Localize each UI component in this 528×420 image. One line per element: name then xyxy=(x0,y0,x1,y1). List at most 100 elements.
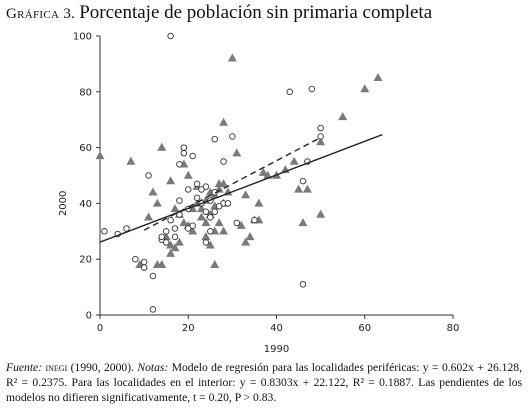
x-tick-label: 0 xyxy=(97,323,103,334)
triangle-point xyxy=(166,240,176,249)
triangle-point xyxy=(219,179,229,188)
circle-point xyxy=(140,258,148,266)
triangle-point xyxy=(179,218,189,227)
circle-point xyxy=(101,228,108,235)
circle-point xyxy=(189,152,196,160)
triangle-point xyxy=(232,148,242,157)
circle-point xyxy=(317,133,324,140)
circle-point xyxy=(317,124,324,132)
y-tick-label: 80 xyxy=(79,87,92,98)
triangle-point xyxy=(302,184,312,193)
source-org: inegi xyxy=(45,361,68,374)
x-tick-label: 80 xyxy=(447,323,460,334)
fit-line-dashed xyxy=(143,136,321,231)
y-axis-label: 2000 xyxy=(58,191,69,216)
circle-point xyxy=(299,281,307,288)
circle-point xyxy=(286,88,293,96)
circle-point xyxy=(229,133,236,140)
circle-point xyxy=(149,272,157,280)
circle-point xyxy=(180,149,188,157)
circle-point xyxy=(180,144,188,151)
x-tick-label: 40 xyxy=(270,323,283,334)
y-tick-label: 60 xyxy=(79,143,92,154)
triangle-point xyxy=(183,170,193,179)
figure-title-text: Porcentaje de población sin primaria com… xyxy=(79,2,433,23)
circle-point xyxy=(176,161,183,168)
fit-line-solid xyxy=(99,133,383,243)
scatter-chart: 0 20 40 60 80 0 20 40 60 80 100 1990 2000 xyxy=(58,32,460,356)
triangle-point xyxy=(157,259,167,268)
triangle-point xyxy=(245,232,255,241)
circle-point xyxy=(308,85,316,93)
y-tick-label: 20 xyxy=(79,255,92,266)
circle-point xyxy=(299,177,307,185)
circle-point xyxy=(162,228,170,235)
circle-point xyxy=(211,208,218,216)
source-label: Fuente: xyxy=(6,361,43,374)
triangle-point xyxy=(294,184,304,193)
triangle-point xyxy=(298,218,308,227)
notes-label: Notas: xyxy=(137,361,169,374)
triangle-point xyxy=(241,190,251,199)
triangle-point xyxy=(223,187,233,196)
circle-point xyxy=(171,233,179,241)
circle-point xyxy=(224,200,232,207)
circle-point xyxy=(140,264,148,271)
triangle-point xyxy=(258,167,268,176)
triangle-point xyxy=(210,259,220,268)
triangle-point xyxy=(316,137,326,146)
triangle-point xyxy=(360,84,370,93)
triangle-point xyxy=(316,209,326,218)
circle-point xyxy=(123,225,130,232)
triangle-point xyxy=(166,176,176,185)
circle-point xyxy=(184,186,192,193)
triangle-point xyxy=(166,248,176,257)
triangle-point xyxy=(338,112,348,121)
circle-point xyxy=(207,214,214,221)
circle-point xyxy=(171,225,179,232)
triangle-point xyxy=(373,73,383,82)
x-axis-label: 1990 xyxy=(264,344,289,355)
triangle-point xyxy=(170,204,180,213)
triangle-point xyxy=(219,117,229,126)
circle-point xyxy=(167,32,174,40)
y-tick-label: 0 xyxy=(86,311,92,322)
y-tick-label: 100 xyxy=(73,32,92,43)
triangle-point xyxy=(201,232,211,241)
triangle-point xyxy=(196,212,206,221)
triangle-point xyxy=(188,226,198,235)
circle-point xyxy=(202,183,210,190)
circle-point xyxy=(189,222,196,229)
notes-text: Modelo de regresión para las localidades… xyxy=(6,361,522,404)
circle-point xyxy=(193,180,201,188)
triangle-point xyxy=(227,53,237,62)
triangle-point xyxy=(236,220,246,229)
triangle-point xyxy=(148,187,158,196)
triangle-point xyxy=(214,218,224,227)
circle-point xyxy=(158,233,166,241)
triangle-point xyxy=(95,151,105,160)
figure-label: Gráfica 3. xyxy=(6,6,76,22)
triangle-point xyxy=(152,198,162,207)
figure-title: Gráfica 3. Porcentaje de población sin p… xyxy=(6,2,432,24)
circle-point xyxy=(167,216,174,224)
source-years: (1990, 2000). xyxy=(70,361,134,374)
circle-point xyxy=(176,197,183,204)
triangle-point xyxy=(170,243,180,252)
triangle-point xyxy=(205,240,215,249)
circle-point xyxy=(132,255,139,263)
triangle-point xyxy=(289,156,299,165)
circle-point xyxy=(162,239,170,246)
circle-point xyxy=(145,172,152,179)
triangle-point xyxy=(219,226,229,235)
triangle-point xyxy=(144,212,154,221)
triangle-point xyxy=(241,237,251,246)
x-tick-label: 20 xyxy=(182,323,195,334)
circle-point xyxy=(149,306,157,313)
triangle-point xyxy=(201,218,211,227)
triangle-point xyxy=(126,156,136,165)
circle-point xyxy=(207,228,214,235)
x-tick-label: 60 xyxy=(358,323,371,334)
y-tick-label: 40 xyxy=(79,199,92,210)
circle-point xyxy=(220,158,227,165)
